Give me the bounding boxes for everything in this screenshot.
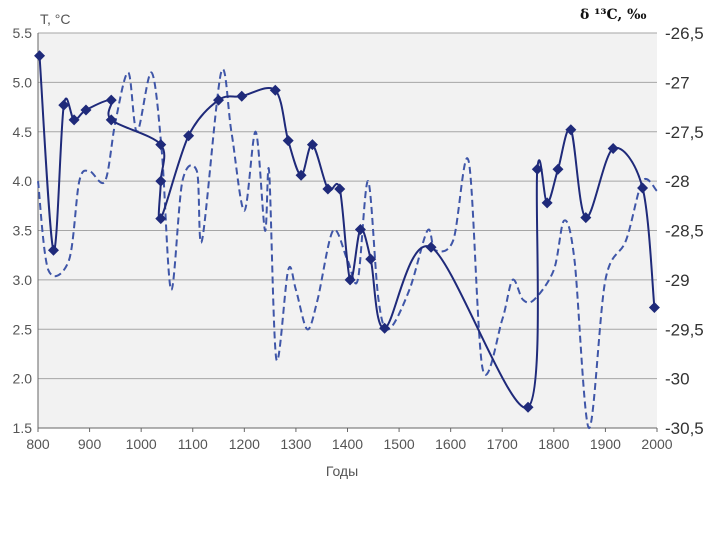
y-left-tick-label: 5.5 — [13, 25, 33, 41]
x-tick-label: 2000 — [641, 436, 672, 452]
data-point-marker — [236, 90, 248, 102]
y-right-tick-label: -27 — [665, 73, 690, 92]
data-point-marker — [552, 163, 564, 175]
data-point-marker — [565, 124, 577, 136]
x-tick-label: 1100 — [178, 436, 208, 452]
data-point-marker — [425, 241, 437, 253]
data-point-marker — [607, 143, 619, 155]
y-left-tick-label: 4.0 — [13, 173, 33, 189]
x-tick-label: 1800 — [538, 436, 569, 452]
data-point-marker — [68, 114, 80, 126]
data-point-marker — [365, 253, 377, 265]
y-right-tick-label: -27,5 — [665, 123, 704, 142]
data-point-marker — [58, 99, 70, 111]
data-point-marker — [295, 169, 307, 181]
x-tick-label: 1900 — [590, 436, 621, 452]
data-point-marker — [155, 139, 167, 151]
data-point-marker — [105, 114, 117, 126]
y-right-tick-label: -30,5 — [665, 419, 704, 438]
data-point-marker — [213, 94, 225, 106]
x-axis-title: Годы — [326, 463, 358, 479]
y-left-ticks: 1.5 2.0 2.5 3.0 3.5 4.0 4.5 5.0 5.5 — [13, 25, 33, 436]
series-solid-markers — [34, 50, 660, 413]
y-left-tick-label: 5.0 — [13, 74, 33, 90]
y-left-tick-label: 2.0 — [13, 371, 33, 387]
data-point-marker — [105, 94, 117, 106]
data-point-marker — [282, 135, 294, 147]
data-point-marker — [522, 401, 534, 413]
y-right-tick-label: -26,5 — [665, 24, 704, 43]
data-point-marker — [531, 163, 543, 175]
x-tick-label: 800 — [26, 436, 50, 452]
x-ticks: 800 900 1000 1100 1200 1300 1400 1500 1600 1700 18… — [26, 428, 673, 452]
data-point-marker — [322, 183, 334, 195]
data-point-marker — [183, 130, 195, 142]
y-right-ticks: -26,5 -27 -27,5 -28 -28,5 -29 -29,5 -30 -30,5 — [665, 24, 704, 438]
x-tick-label: 1600 — [435, 436, 466, 452]
data-point-marker — [306, 139, 318, 151]
x-tick-label: 1200 — [229, 436, 260, 452]
data-point-marker — [379, 322, 391, 334]
data-point-marker — [155, 175, 167, 187]
data-point-marker — [541, 197, 553, 209]
data-point-marker — [637, 182, 649, 194]
x-tick-label: 900 — [78, 436, 102, 452]
x-tick-label: 1400 — [332, 436, 363, 452]
y-left-tick-label: 3.5 — [13, 223, 33, 239]
y-left-tick-label: 2.5 — [13, 321, 33, 337]
data-point-marker — [648, 302, 660, 314]
data-point-marker — [34, 50, 46, 62]
series-dashed-line — [37, 68, 658, 430]
data-point-marker — [334, 183, 346, 195]
y-left-tick-label: 1.5 — [13, 420, 33, 436]
y-left-tick-label: 4.5 — [13, 124, 33, 140]
x-tick-label: 1500 — [384, 436, 415, 452]
data-point-marker — [344, 274, 356, 286]
y-right-tick-label: -30 — [665, 370, 690, 389]
data-point-marker — [47, 244, 59, 256]
y-right-tick-label: -29 — [665, 271, 690, 290]
y-right-tick-label: -28 — [665, 172, 690, 191]
y-left-tick-label: 3.0 — [13, 272, 33, 288]
y-right-axis-title: δ ¹³C, ‰ — [580, 7, 647, 23]
data-point-marker — [155, 213, 167, 225]
data-point-marker — [80, 104, 92, 116]
x-tick-label: 1000 — [126, 436, 157, 452]
data-point-marker — [580, 212, 592, 224]
x-tick-label: 1300 — [280, 436, 311, 452]
data-point-marker — [354, 224, 366, 236]
y-left-axis-title: Т, °С — [40, 11, 71, 27]
y-right-tick-label: -28,5 — [665, 222, 704, 241]
data-point-marker — [269, 84, 281, 96]
y-right-tick-label: -29,5 — [665, 320, 704, 339]
x-tick-label: 1700 — [487, 436, 518, 452]
